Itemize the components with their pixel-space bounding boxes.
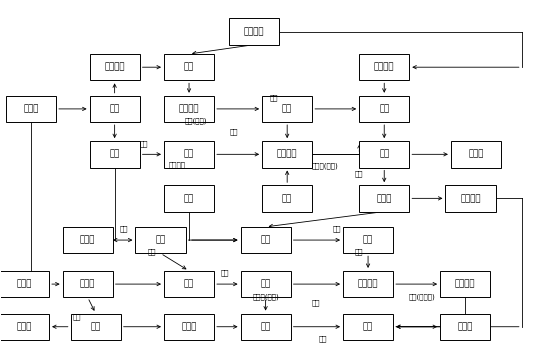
Text: 滤饼: 滤饼 bbox=[221, 269, 229, 276]
Text: 平衡液: 平衡液 bbox=[182, 322, 197, 331]
Text: 还原铁粉: 还原铁粉 bbox=[374, 63, 395, 72]
Bar bbox=[6, 96, 56, 122]
Text: 碳化: 碳化 bbox=[261, 322, 271, 331]
Text: 压滤: 压滤 bbox=[261, 280, 271, 289]
Text: 分解罐: 分解罐 bbox=[23, 104, 38, 113]
Bar bbox=[241, 313, 291, 340]
Bar bbox=[451, 141, 501, 168]
Text: 洗涤: 洗涤 bbox=[261, 236, 271, 245]
Bar bbox=[343, 271, 393, 297]
Text: 压滤: 压滤 bbox=[363, 322, 373, 331]
Text: 萃取反萃: 萃取反萃 bbox=[169, 161, 186, 168]
Text: 氢氧化钠: 氢氧化钠 bbox=[455, 280, 475, 289]
Text: 清液: 清液 bbox=[184, 280, 194, 289]
Bar bbox=[164, 141, 214, 168]
Bar bbox=[62, 227, 113, 253]
Text: 除铁铝: 除铁铝 bbox=[377, 194, 392, 203]
Text: 锂盐液: 锂盐液 bbox=[457, 322, 473, 331]
Text: 滤液: 滤液 bbox=[312, 299, 320, 306]
Text: 沉淀钴镍: 沉淀钴镍 bbox=[358, 280, 378, 289]
Bar bbox=[241, 227, 291, 253]
Text: 除铜: 除铜 bbox=[379, 104, 389, 113]
Bar bbox=[70, 313, 121, 340]
Bar bbox=[440, 271, 490, 297]
Bar bbox=[262, 185, 312, 212]
Text: 压滤: 压滤 bbox=[109, 104, 120, 113]
Bar bbox=[262, 141, 312, 168]
Bar bbox=[343, 313, 393, 340]
Bar bbox=[164, 96, 214, 122]
Bar bbox=[164, 313, 214, 340]
Text: 铁铝渣: 铁铝渣 bbox=[80, 236, 95, 245]
Bar bbox=[359, 96, 409, 122]
Text: 滤液: 滤液 bbox=[270, 94, 279, 100]
Bar bbox=[89, 141, 140, 168]
Text: 压滤: 压滤 bbox=[379, 150, 389, 159]
Text: 滤液: 滤液 bbox=[354, 170, 363, 177]
Text: 制浆: 制浆 bbox=[184, 63, 194, 72]
Text: 滤饼: 滤饼 bbox=[230, 129, 238, 135]
Bar bbox=[164, 185, 214, 212]
Text: 软水: 软水 bbox=[184, 194, 194, 203]
Bar bbox=[0, 313, 49, 340]
Text: 二次分解: 二次分解 bbox=[277, 150, 298, 159]
Bar bbox=[229, 18, 279, 45]
Text: 压滤: 压滤 bbox=[184, 150, 194, 159]
Text: 除钙镁: 除钙镁 bbox=[80, 280, 95, 289]
Text: 压滤: 压滤 bbox=[156, 236, 166, 245]
Text: 沉锂母液: 沉锂母液 bbox=[460, 194, 481, 203]
Text: 压滤: 压滤 bbox=[282, 104, 292, 113]
Text: 压滤: 压滤 bbox=[91, 322, 101, 331]
Text: 滤饼: 滤饼 bbox=[120, 225, 128, 232]
Bar bbox=[89, 54, 140, 80]
Bar bbox=[89, 96, 140, 122]
Bar bbox=[164, 54, 214, 80]
Text: 海绵铜: 海绵铜 bbox=[468, 150, 483, 159]
Bar bbox=[359, 54, 409, 80]
Bar bbox=[359, 185, 409, 212]
Text: 一次分解: 一次分解 bbox=[179, 104, 199, 113]
Text: 压滤: 压滤 bbox=[363, 236, 373, 245]
Text: 滤饼: 滤饼 bbox=[333, 225, 341, 232]
Bar bbox=[241, 271, 291, 297]
Text: 草酸: 草酸 bbox=[282, 194, 292, 203]
Text: 滤液: 滤液 bbox=[354, 248, 363, 255]
Text: 硫化钠(固体): 硫化钠(固体) bbox=[252, 293, 279, 300]
Text: 氟酸钠(固体): 氟酸钠(固体) bbox=[312, 163, 338, 169]
Text: 滤液(硫化锰): 滤液(硫化锰) bbox=[409, 293, 435, 300]
Bar bbox=[62, 271, 113, 297]
Bar bbox=[164, 271, 214, 297]
Text: 滤饼: 滤饼 bbox=[139, 141, 148, 147]
Text: 三元废料: 三元废料 bbox=[243, 27, 264, 36]
Text: 氟化钠: 氟化钠 bbox=[16, 280, 32, 289]
Bar bbox=[343, 227, 393, 253]
Text: 洗涤: 洗涤 bbox=[109, 150, 120, 159]
Text: 滤液(高酸): 滤液(高酸) bbox=[184, 118, 207, 124]
Text: 滤液: 滤液 bbox=[319, 335, 327, 342]
Text: 钴镍渣: 钴镍渣 bbox=[16, 322, 32, 331]
Text: 硫酸: 硫酸 bbox=[148, 248, 157, 255]
Bar bbox=[446, 185, 495, 212]
Text: 洗涤废水: 洗涤废水 bbox=[105, 63, 125, 72]
Bar bbox=[262, 96, 312, 122]
Bar bbox=[440, 313, 490, 340]
Bar bbox=[359, 141, 409, 168]
Bar bbox=[136, 227, 185, 253]
Text: 滤液: 滤液 bbox=[73, 313, 81, 320]
Bar bbox=[0, 271, 49, 297]
